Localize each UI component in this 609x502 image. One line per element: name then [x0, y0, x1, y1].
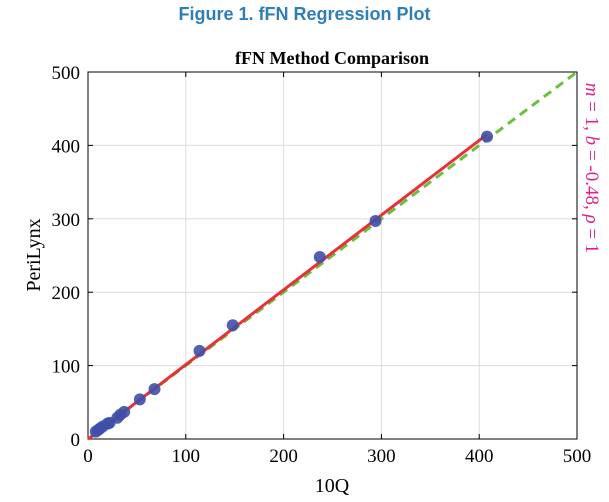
chart-title: fFN Method Comparison	[235, 48, 429, 68]
data-point	[369, 215, 382, 228]
data-point	[313, 250, 326, 263]
grid	[88, 72, 577, 439]
annotation-b-value: = -0.48,	[581, 145, 602, 214]
x-axis-label: 10Q	[315, 475, 350, 497]
identity-line	[87, 70, 578, 441]
y-axis-label: PeriLynx	[23, 218, 45, 291]
data-point	[193, 344, 206, 357]
x-tick-label: 0	[83, 446, 93, 467]
y-tick-label: 500	[52, 63, 81, 84]
y-tick-label: 400	[52, 136, 81, 157]
x-tick-label: 400	[465, 446, 494, 467]
figure-caption: Figure 1. fFN Regression Plot	[178, 4, 431, 24]
annotation-b: b	[581, 136, 602, 146]
x-tick-label: 300	[367, 446, 396, 467]
data-points	[89, 130, 494, 438]
y-tick-label: 0	[71, 430, 81, 451]
data-point	[226, 319, 239, 332]
data-point	[118, 405, 131, 418]
x-tick-label: 100	[172, 446, 201, 467]
axis-ticks: 0 100 200 300 400 500 0 100 200 300 400 500	[52, 63, 592, 467]
y-tick-label: 100	[52, 357, 81, 378]
data-point	[481, 130, 494, 143]
annotation-m: m	[581, 83, 602, 97]
data-point	[148, 383, 161, 396]
y-tick-label: 300	[52, 210, 81, 231]
annotation-m-value: = 1,	[581, 96, 602, 135]
regression-annotation: m = 1, b = -0.48, ρ = 1	[581, 83, 602, 254]
regression-line	[87, 133, 488, 441]
x-tick-label: 200	[269, 446, 298, 467]
data-point	[133, 393, 146, 406]
x-tick-label: 500	[563, 446, 592, 467]
annotation-rho: ρ	[581, 213, 602, 223]
fit-lines	[87, 70, 578, 441]
plot-frame	[87, 71, 578, 440]
y-tick-label: 200	[52, 283, 81, 304]
annotation-rho-value: = 1	[581, 224, 602, 254]
